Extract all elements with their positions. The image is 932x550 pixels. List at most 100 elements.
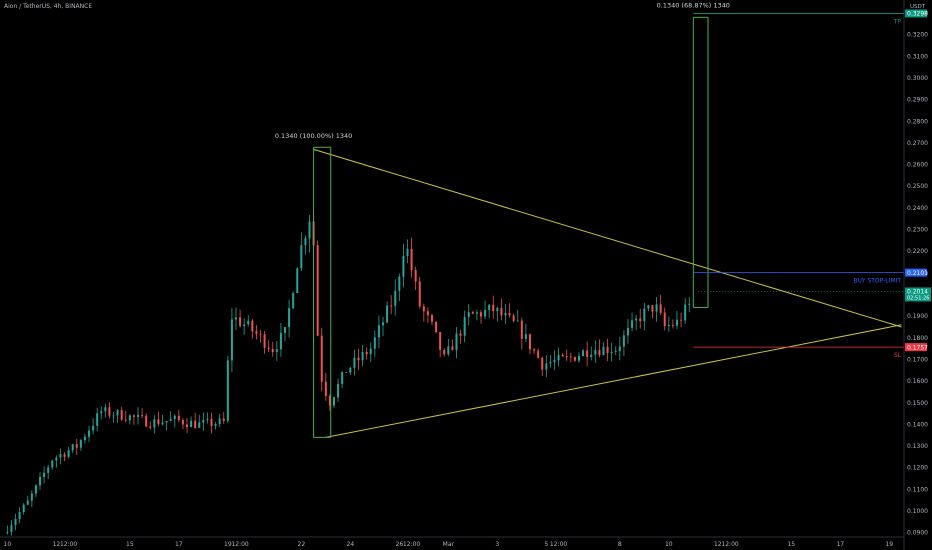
candle-body [463,316,466,336]
price-tick-label: 0.2500 [907,183,928,190]
candle-body [320,335,323,382]
candle-body [198,422,201,428]
candle-body [88,430,91,437]
candle-body [361,351,364,361]
candle-body [631,320,634,328]
candle-body [284,327,287,333]
order-line-label: SL [894,352,902,359]
candle-body [569,356,572,358]
candle-body [296,268,299,293]
candle-body [165,420,168,423]
price-tick-label: 0.1200 [907,465,928,472]
candle-body [398,276,401,291]
candle-body [381,322,384,326]
candle-body [618,346,621,352]
candle-body [332,397,335,406]
price-tick-label: 0.3100 [907,53,928,60]
measure-1-label: 0.1340 (100.00%) 1340 [275,132,352,140]
candle-body [533,349,536,351]
candle-body [243,324,246,327]
candle-body [190,420,193,428]
candle-body [545,363,548,370]
candle-body [406,248,409,256]
candle-body [598,349,601,356]
candle-body [247,320,250,325]
candle-body [251,320,254,332]
price-tick-label: 0.2600 [907,162,928,169]
candle-body [635,318,638,321]
price-unit: USDT [910,4,926,10]
candle-body [504,313,507,316]
time-axis: 10 12 12:00 15 17 19 12:00 22 24 26 12:00 Mar 3 5 12:0… [0,536,904,548]
candle-body [230,319,233,361]
candle-body [586,350,589,358]
time-tick-label: 19 [885,541,893,548]
time-tick-label: 12:00 [231,541,248,548]
time-tick-label: 5 [544,541,548,548]
candle-body [120,410,123,420]
candle-body [218,418,221,425]
candle-body [194,420,197,428]
candle-body [104,407,107,412]
candle-body [141,414,144,416]
price-tick-label: 0.2400 [907,205,928,212]
price-tick-label: 0.2800 [907,118,928,125]
time-tick-label: 12 [53,541,61,548]
candle-body [643,308,646,321]
candles-layer [6,212,691,536]
candle-body [390,305,393,307]
candle-body [39,477,42,486]
candle-body [292,292,295,309]
candle-body [22,504,25,513]
candle-body [51,460,54,468]
candle-body [169,418,172,421]
candle-body [324,381,327,397]
candle-body [573,357,576,361]
candle-body [55,457,58,461]
price-tick-label: 0.1800 [907,335,928,342]
time-tick-label: 12 [714,541,722,548]
price-tick-label: 0.1300 [907,443,928,450]
candle-body [655,304,658,312]
candle-body [622,335,625,347]
price-tick-label: 0.1700 [907,356,928,363]
candle-body [112,415,115,417]
candle-body [590,354,593,358]
time-tick-label: 12:00 [721,541,738,548]
candle-body [582,350,585,356]
candle-body [365,351,368,355]
candle-body [451,346,454,351]
candle-body [149,426,152,428]
candle-body [549,362,552,364]
chart-title: Aion / TetherUS, 4h, BINANCE [4,3,93,10]
candle-body [177,415,180,421]
candle-body [259,333,262,335]
candle-body [128,415,131,421]
candle-body [475,312,478,314]
candle-body [337,383,340,398]
price-tick-label: 0.2300 [907,227,928,234]
candle-body [422,306,425,312]
order-price-tag [905,343,927,352]
price-tick-label: 0.0900 [907,530,928,537]
candle-body [10,525,13,532]
candle-body [663,312,666,327]
time-tick-label: 8 [618,541,622,548]
candle-body [524,334,527,339]
candle-body [357,357,360,361]
candle-body [67,450,70,457]
candle-body [345,371,348,373]
candle-body [18,512,21,519]
candle-body [271,348,274,353]
candle-body [6,531,9,533]
candle-body [675,319,678,326]
candle-body [96,413,99,426]
candle-body [79,440,82,448]
time-tick-label: 26 [396,541,404,548]
candle-body [137,414,140,417]
candle-body [353,357,356,368]
candle-body [116,410,119,416]
candle-body [145,415,148,427]
candle-body [75,444,78,448]
